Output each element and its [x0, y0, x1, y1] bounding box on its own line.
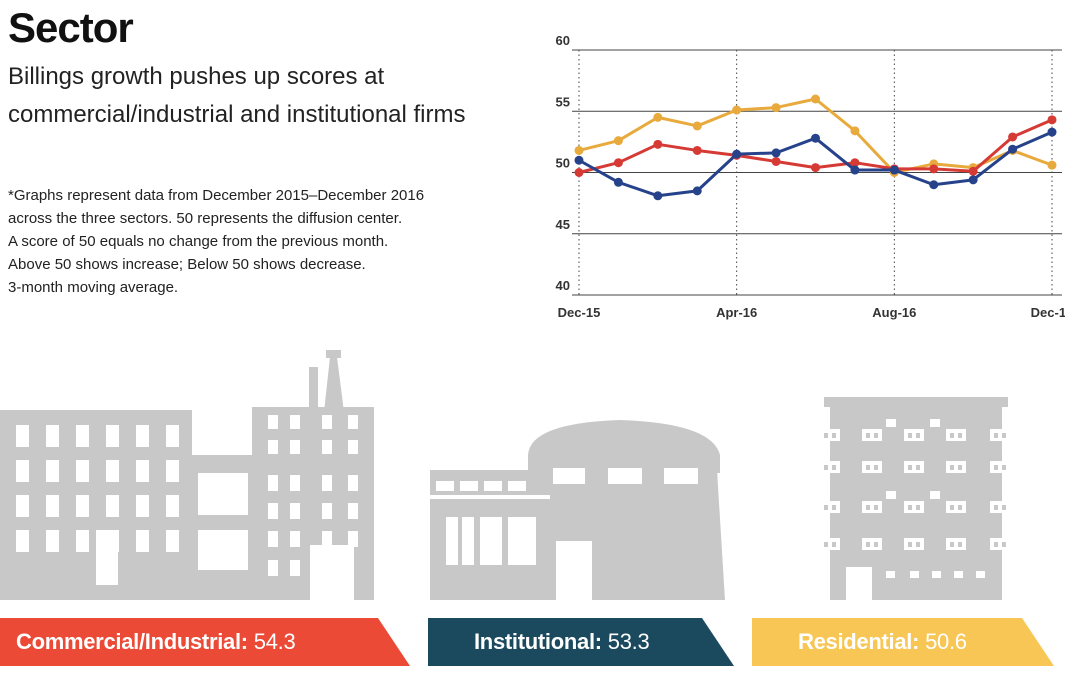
institutional-data-point — [692, 186, 702, 196]
institutional-data-point — [653, 191, 663, 201]
institutional-data-point — [613, 177, 623, 187]
commercial-data-point — [574, 168, 584, 177]
y-tick-label: 50 — [556, 156, 570, 171]
commercial-data-point — [613, 158, 623, 168]
commercial-data-point — [692, 145, 702, 155]
institutional-data-point — [850, 165, 860, 175]
x-tick-label: Dec-16 — [1031, 305, 1065, 320]
banner-shape — [0, 618, 410, 666]
residential-data-point — [771, 103, 781, 113]
institutional-data-point — [811, 133, 820, 143]
x-tick-label: Aug-16 — [872, 305, 916, 320]
commercial-data-point — [771, 156, 781, 166]
footnote: *Graphs represent data from December 201… — [8, 184, 508, 299]
page-subtitle: Billings growth pushes up scores at comm… — [8, 63, 466, 128]
institutional-data-point — [1047, 127, 1057, 137]
y-tick-label: 40 — [556, 278, 570, 293]
line-chart: 40 45 50 55 60 Dec-15 Apr-16 Aug-16 Dec-16 — [556, 33, 1065, 320]
institutional-data-point — [771, 148, 781, 158]
residential-label: Residential: — [798, 629, 920, 654]
banner-fill — [0, 618, 410, 666]
institutional-label: Institutional: — [474, 629, 602, 654]
institutional-windows — [430, 468, 698, 600]
commercial-data-point — [929, 164, 939, 174]
commercial-data-point — [968, 166, 978, 176]
residential-data-point — [732, 105, 742, 115]
institutional-score-banner: Institutional: 53.3 — [428, 618, 736, 666]
residential-data-point — [692, 121, 702, 131]
residential-data-point — [811, 94, 820, 104]
commercial-data-point — [1008, 132, 1018, 142]
commercial-data-point — [850, 158, 860, 168]
commercial-score-banner: Commercial/Industrial: 54.3 — [0, 618, 412, 666]
buildings-illustration — [0, 350, 1010, 600]
commercial-windows — [16, 415, 358, 600]
residential-data-point — [850, 126, 860, 136]
commercial-data-point — [1047, 115, 1057, 125]
residential-value: 50.6 — [925, 629, 967, 654]
residential-data-point — [574, 145, 584, 155]
residential-balconies — [824, 433, 1006, 547]
y-tick-label: 60 — [556, 33, 570, 48]
commercial-label: Commercial/Industrial: — [16, 629, 248, 654]
residential-score-banner: Residential: 50.6 — [752, 618, 1058, 666]
banner-fill — [752, 618, 1054, 666]
commercial-data-point — [653, 139, 663, 149]
footnote-line: *Graphs represent data from December 201… — [8, 187, 425, 204]
institutional-data-point — [929, 180, 939, 190]
footnote-line: A score of 50 equals no change from the … — [8, 233, 389, 250]
x-tick-label: Dec-15 — [558, 305, 601, 320]
institutional-value: 53.3 — [607, 629, 650, 654]
footnote-line: across the three sectors. 50 represents … — [8, 210, 403, 227]
residential-data-point — [653, 112, 663, 122]
institutional-data-point — [889, 165, 899, 175]
residential-data-point — [1047, 160, 1057, 170]
institutional-data-point — [968, 175, 978, 185]
footnote-line: 3-month moving average. — [8, 279, 179, 296]
residential-data-point — [613, 136, 623, 146]
commercial-data-point — [811, 163, 820, 173]
y-tick-label: 45 — [556, 217, 570, 232]
banner-fill — [428, 618, 734, 666]
y-tick-label: 55 — [556, 94, 570, 109]
banner-shape — [752, 618, 1054, 666]
footnote-line: Above 50 shows increase; Below 50 shows … — [8, 256, 366, 273]
institutional-data-point — [1008, 144, 1018, 154]
institutional-data-point — [732, 149, 742, 159]
x-tick-label: Apr-16 — [716, 305, 757, 320]
commercial-value: 54.3 — [253, 629, 296, 654]
page-title: Sector — [8, 4, 134, 51]
banner-shape — [428, 618, 734, 666]
institutional-data-point — [574, 155, 584, 165]
